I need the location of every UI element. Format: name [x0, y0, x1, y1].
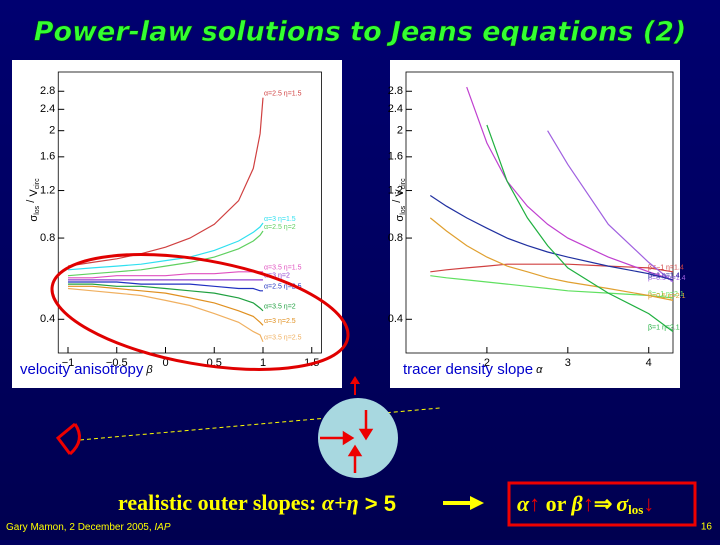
- panel-right: [390, 60, 680, 388]
- result: α↑ or β↑⇒ σlos↓: [517, 491, 654, 517]
- y-tick-label: 2.8: [388, 85, 403, 97]
- plot-frame: [57, 71, 322, 354]
- x-axis-label-text: tracer density slope: [403, 361, 533, 378]
- y-axis-label-part: circ: [400, 178, 407, 189]
- y-axis-label-part: los: [34, 205, 41, 214]
- series-line: [68, 283, 264, 312]
- series-label: β=−1 η=2.1: [648, 291, 684, 298]
- series-label: β=0.5 η=2.1: [648, 293, 686, 300]
- arrowhead: [350, 376, 360, 384]
- y-axis-label-part: /: [25, 197, 37, 206]
- y-axis-label-part: circ: [34, 178, 41, 189]
- series-label: α=3.5 η=2.5: [264, 335, 302, 342]
- y-axis-label: σlos / Vcirc: [25, 178, 41, 222]
- x-tick-label: 4: [646, 357, 652, 369]
- series-label: α=3 η=2.5: [264, 318, 296, 325]
- series-line: [68, 285, 264, 326]
- x-axis-label-symbol: α: [536, 364, 543, 376]
- x-axis-label-text: velocity anisotropy: [20, 361, 144, 378]
- series-line: [547, 130, 674, 283]
- x-axis-label: tracer density slope α: [403, 361, 543, 378]
- x-tick-label: 1: [260, 357, 266, 369]
- y-tick-label: 0.8: [388, 232, 403, 244]
- y-axis-label-part: σ: [394, 215, 406, 222]
- series-line: [430, 263, 674, 273]
- x-axis-label-symbol: β: [145, 364, 153, 376]
- series-label: α=3.5 η=1.5: [264, 265, 302, 272]
- plot-frame: [405, 71, 674, 354]
- x-tick-label: 0: [162, 357, 168, 369]
- series-label: α=2.5 η=2.5: [264, 284, 302, 291]
- series-label: α=2.5 η=1.5: [264, 91, 302, 98]
- eye-lens: [68, 423, 81, 456]
- series-line: [67, 287, 264, 343]
- footer: Gary Mamon, 2 December 2005, IAP: [6, 522, 171, 533]
- chart: 2 3 4 0.4 0.8 1.2 1.6 2 2.4 2.8 σlos / Vcirc tracer…: [388, 71, 686, 378]
- y-tick-label: 0.4: [40, 313, 55, 325]
- y-tick-label: 2.4: [388, 103, 403, 115]
- y-tick-label: 2.4: [40, 103, 55, 115]
- y-tick-label: 0.8: [40, 232, 55, 244]
- y-tick-label: 1.2: [388, 184, 403, 196]
- y-axis-label: σlos / Vcirc: [391, 178, 407, 222]
- y-axis-label-part: V: [28, 189, 40, 197]
- panel-left: [12, 60, 342, 388]
- y-tick-label: 2.8: [40, 85, 55, 97]
- series-line: [430, 275, 674, 299]
- y-tick-label: 1.2: [40, 184, 55, 196]
- y-axis-label-part: σ: [28, 215, 40, 222]
- eye: [55, 422, 76, 455]
- x-tick-label: 2: [484, 357, 490, 369]
- series-line: [67, 230, 264, 277]
- highlight-ellipse: [50, 253, 350, 371]
- y-tick-label: 1.6: [388, 151, 403, 163]
- series-label: β=1 η=1.4: [648, 273, 680, 280]
- x-axis-label: velocity anisotropy β: [20, 361, 153, 378]
- x-tick-label: −0.5: [106, 357, 128, 369]
- series-line: [429, 194, 674, 281]
- series-line: [466, 86, 674, 281]
- series-label: α=3.5 η=2: [264, 304, 296, 311]
- series-line: [429, 217, 674, 301]
- conclusion: realistic outer slopes: α+η > 5: [118, 490, 396, 516]
- series-line: [68, 281, 263, 292]
- y-tick-label: 1.6: [40, 151, 55, 163]
- y-tick-label: 2: [397, 125, 403, 137]
- series-label: β=1 η=2.1: [648, 324, 680, 331]
- x-tick-label: −1: [62, 357, 75, 369]
- slide-title: Power-law solutions to Jeans equations (…: [34, 17, 687, 48]
- series-label: β=−1 η=1.4: [648, 265, 684, 272]
- tracer-sphere: [318, 398, 398, 478]
- x-tick-label: 3: [565, 357, 571, 369]
- y-axis-label-part: los: [400, 205, 407, 214]
- implies-arrowhead: [470, 496, 484, 510]
- y-tick-label: 2: [49, 125, 55, 137]
- series-line: [486, 124, 674, 333]
- series-line: [67, 97, 264, 267]
- page-number: 16: [701, 522, 713, 533]
- velocity-arrows: [320, 410, 374, 473]
- series-label: α=3 η=1.5: [264, 216, 296, 223]
- series-label: α=3 η=2: [264, 273, 290, 280]
- y-tick-label: 0.4: [388, 313, 403, 325]
- y-axis-label-part: V: [394, 189, 406, 197]
- result-box: [507, 481, 697, 527]
- series-label: α=2.5 η=2: [264, 224, 296, 231]
- y-axis-label-part: /: [391, 197, 403, 206]
- series-label: β=0 η=1.4: [648, 273, 680, 280]
